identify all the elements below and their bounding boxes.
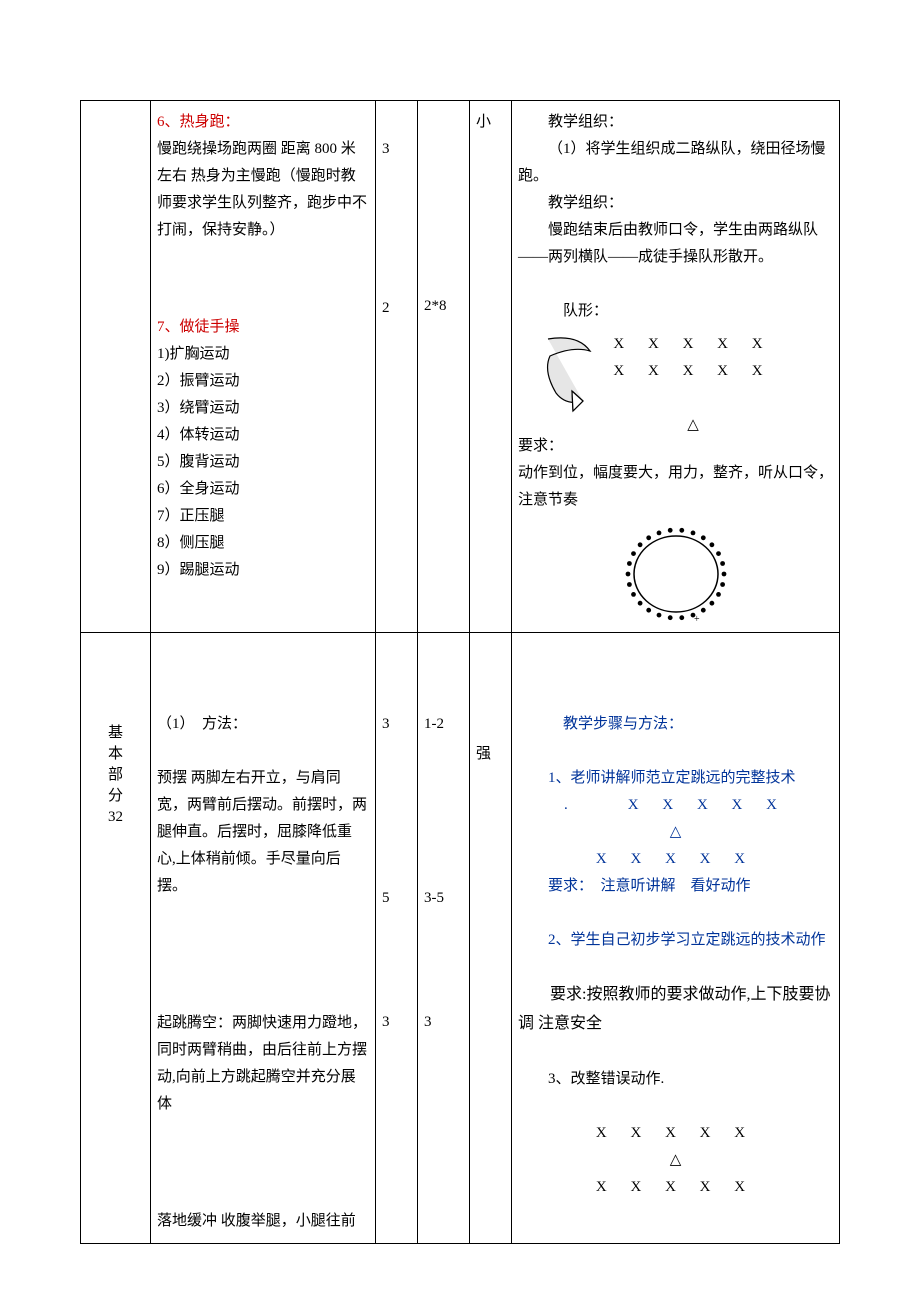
content-cell-1: 6、热身跑： 慢跑绕操场跑两圈 距离 800 米左右 热身为主慢跑（慢跑时教师要… [151, 101, 376, 633]
org-heading: 教学组织： [518, 109, 833, 136]
table-row: 基 本 部 分 32 （1） 方法： 预摆 两脚左右开立，与肩同宽，两臂前后摆动… [81, 633, 840, 1244]
step-3: 3、改整错误动作. [518, 1066, 833, 1093]
count-value: 5 [382, 885, 411, 912]
reps-value: 3-5 [424, 885, 463, 912]
lesson-plan-table: 6、热身跑： 慢跑绕操场跑两圈 距离 800 米左右 热身为主慢跑（慢跑时教师要… [80, 100, 840, 1244]
count1-cell-2: 3 5 3 [376, 633, 418, 1244]
requirement-2: 要求:按照教师的要求做动作,上下肢要协调 注意安全 [518, 981, 833, 1039]
count2-cell-1: 2*8 [418, 101, 470, 633]
exercises-title: 7、做徒手操 [157, 319, 240, 335]
intensity-cell-1: 小 [470, 101, 512, 633]
steps-heading: 教学步骤与方法： [518, 711, 833, 738]
count-value: 3 [382, 136, 411, 163]
method-p3: 落地缓冲 收腹举腿，小腿往前 [157, 1213, 356, 1229]
table-row: 6、热身跑： 慢跑绕操场跑两圈 距离 800 米左右 热身为主慢跑（慢跑时教师要… [81, 101, 840, 633]
intensity-value: 小 [476, 114, 491, 130]
section-cell-empty [81, 101, 151, 633]
reps-value: 1-2 [424, 711, 463, 738]
warmup-run-title: 6、热身跑： [157, 114, 240, 130]
formation-row: X X X X X [518, 846, 833, 873]
org-heading: 教学组织： [518, 190, 833, 217]
step-1: 1、老师讲解师范立定跳远的完整技术 [518, 765, 833, 792]
svg-text:+: + [694, 614, 700, 624]
exercise-item: 1)扩胸运动 [157, 346, 230, 362]
requirement-1: 要求： 注意听讲解 看好动作 [518, 873, 833, 900]
exercise-item: 7）正压腿 [157, 508, 225, 524]
section-label-char: 部 [108, 767, 123, 783]
formation-row: X X X X X [518, 1120, 833, 1147]
count2-cell-2: 1-2 3-5 3 [418, 633, 470, 1244]
org-cell-1: 教学组织： （1）将学生组织成二路纵队，绕田径场慢跑。 教学组织： 慢跑结束后由… [512, 101, 840, 633]
exercise-item: 9）踢腿运动 [157, 562, 240, 578]
section-label-char: 基 [108, 725, 123, 741]
org-body: 慢跑结束后由教师口令，学生由两路纵队——两列横队——成徒手操队形散开。 [518, 217, 833, 271]
exercise-item: 8）侧压腿 [157, 535, 225, 551]
circle-formation-icon: + [616, 524, 736, 624]
org-cell-2: 教学步骤与方法： 1、老师讲解师范立定跳远的完整技术 . X X X X X △… [512, 633, 840, 1244]
curved-arrow-icon [538, 331, 608, 421]
formation-triangle: △ [603, 412, 783, 439]
formation-row: X X X X X [603, 331, 783, 358]
exercise-item: 3）绕臂运动 [157, 400, 240, 416]
section-label-char: 分 [108, 788, 123, 804]
content-cell-2: （1） 方法： 预摆 两脚左右开立，与肩同宽，两臂前后摆动。前摆时，两腿伸直。后… [151, 633, 376, 1244]
intensity-value: 强 [476, 746, 491, 762]
formation-label: 队形： [518, 298, 833, 325]
section-label-char: 本 [108, 746, 123, 762]
exercise-item: 5）腹背运动 [157, 454, 240, 470]
section-number: 32 [108, 809, 123, 825]
count-value: 3 [382, 1009, 411, 1036]
reps-value: 3 [424, 1009, 463, 1036]
warmup-run-body: 慢跑绕操场跑两圈 距离 800 米左右 热身为主慢跑（慢跑时教师要求学生队列整齐… [157, 141, 367, 238]
count1-cell-1: 3 2 [376, 101, 418, 633]
formation-triangle: △ [518, 1147, 833, 1174]
method-p1: 预摆 两脚左右开立，与肩同宽，两臂前后摆动。前摆时，两腿伸直。后摆时，屈膝降低重… [157, 770, 367, 894]
section-cell-main: 基 本 部 分 32 [81, 633, 151, 1244]
method-p2: 起跳腾空：两脚快速用力蹬地，同时两臂稍曲，由后往前上方摆动,向前上方跳起腾空并充… [157, 1015, 367, 1112]
formation-row: . X X X X X [518, 792, 833, 819]
formation-triangle: △ [518, 819, 833, 846]
exercise-item: 4）体转运动 [157, 427, 240, 443]
step-2: 2、学生自己初步学习立定跳远的技术动作 [518, 927, 833, 954]
formation-row: X X X X X [518, 1174, 833, 1201]
org-body: （1）将学生组织成二路纵队，绕田径场慢跑。 [518, 136, 833, 190]
requirements-body: 动作到位，幅度要大，用力，整齐，听从口令，注意节奏 [518, 465, 833, 508]
count-value: 3 [382, 711, 411, 738]
formation-row: X X X X X [603, 358, 783, 385]
exercise-item: 2）振臂运动 [157, 373, 240, 389]
reps-value: 2*8 [424, 293, 463, 320]
method-title: （1） 方法： [157, 716, 247, 732]
count-value: 2 [382, 295, 411, 322]
exercise-item: 6）全身运动 [157, 481, 240, 497]
requirements-label: 要求： [518, 438, 563, 454]
intensity-cell-2: 强 [470, 633, 512, 1244]
